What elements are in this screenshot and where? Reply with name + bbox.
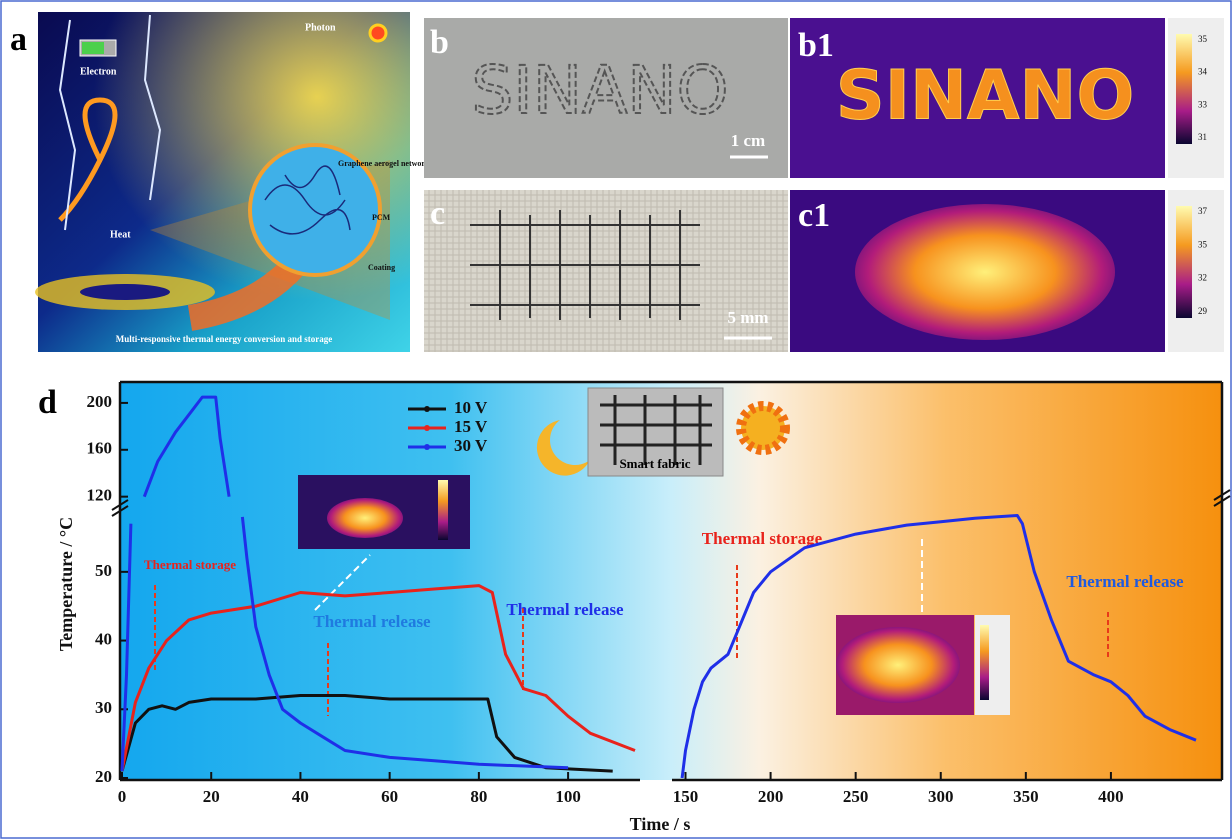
x-tick-label: 400 — [1098, 787, 1124, 806]
panel-label: b — [430, 24, 449, 61]
data-line — [120, 395, 569, 772]
colorbar-label: 35 — [1198, 239, 1208, 249]
x-tick-label: 60 — [381, 787, 398, 806]
x-tick-label: 40 — [292, 787, 309, 806]
annotation: Thermal release — [313, 612, 431, 631]
y-axis-label: Temperature / °C — [56, 517, 76, 651]
fabric-photo — [424, 190, 788, 352]
panel-label: c1 — [798, 197, 830, 234]
annotation: Thermal storage — [702, 529, 823, 548]
label: Electron — [80, 66, 117, 77]
thermal-image — [790, 18, 1165, 178]
data-line — [120, 584, 636, 772]
panel-label: a — [10, 21, 27, 58]
colorbar-label: 35 — [1198, 34, 1208, 44]
legend-marker — [424, 444, 430, 450]
colorbar — [1176, 34, 1192, 144]
sun-icon — [736, 401, 790, 455]
inset-colorbar — [980, 625, 989, 700]
x-tick-label: 350 — [1013, 787, 1039, 806]
scale-label: 5 mm — [727, 308, 768, 327]
panel-label: c — [430, 195, 445, 232]
x-tick-label: 300 — [928, 787, 954, 806]
thermal-inset-blob — [836, 627, 960, 703]
thermal-blob — [855, 204, 1115, 340]
colorbar-label: 29 — [1198, 306, 1208, 316]
scale-label: 1 cm — [731, 131, 765, 150]
y-tick-label: 200 — [87, 392, 113, 411]
panel-label: b1 — [798, 27, 834, 64]
x-tick-label: 100 — [555, 787, 581, 806]
label: Photon — [305, 22, 336, 33]
annotation: Thermal release — [1066, 572, 1184, 591]
panel-label: d — [38, 384, 57, 421]
x-tick-label: 200 — [758, 787, 784, 806]
y-tick-label: 120 — [87, 486, 113, 505]
label: PCM — [372, 213, 391, 222]
fabric-photo — [424, 18, 788, 178]
heat-coil — [58, 97, 118, 222]
legend-label: 15 V — [454, 417, 488, 436]
x-tick-label: 80 — [470, 787, 487, 806]
axis-break — [111, 489, 1231, 517]
lightning — [58, 14, 162, 231]
fabric-wires — [600, 395, 712, 465]
x-tick-label: 0 — [118, 787, 127, 806]
colorbar-label: 37 — [1198, 206, 1208, 216]
panel-a: a Photon Electron Heat Graphene aerogel … — [10, 12, 430, 352]
thermal-inset-blob — [327, 498, 403, 538]
panel-b1: SINANO b1 35 34 33 31 — [790, 18, 1224, 178]
legend-label: 30 V — [454, 436, 488, 455]
colorbar-label: 34 — [1198, 67, 1208, 77]
label: Coating — [368, 263, 395, 272]
colorbar-label: 32 — [1198, 273, 1207, 283]
y-tick-label: 40 — [95, 629, 112, 648]
x-tick-label: 150 — [673, 787, 699, 806]
legend-marker — [424, 406, 430, 412]
x-axis-label: Time / s — [630, 814, 691, 834]
colorbar — [1176, 206, 1192, 318]
dashed-arrow — [154, 565, 1109, 716]
axis — [118, 380, 1224, 782]
data-line — [120, 694, 613, 773]
thermal-text: SINANO — [836, 57, 1135, 136]
label: Graphene aerogel network — [338, 159, 430, 168]
panel-c1: c1 37 35 32 29 — [790, 190, 1224, 352]
annotation: Thermal release — [506, 600, 624, 619]
x-tick-label: 250 — [843, 787, 869, 806]
sun-icon — [368, 23, 388, 43]
legend-label: 10 V — [454, 398, 488, 417]
panel-b: SINANO b 1 cm — [424, 18, 788, 178]
particle — [248, 143, 382, 277]
battery-charge — [82, 42, 104, 54]
y-tick-label: 160 — [87, 439, 113, 458]
x-tick-label: 20 — [203, 787, 220, 806]
colorbar-label: 33 — [1198, 99, 1208, 109]
y-tick-label: 20 — [95, 767, 112, 786]
y-tick-label: 30 — [95, 698, 112, 717]
legend-marker — [424, 425, 430, 431]
stitched-wires — [470, 210, 700, 320]
inset-colorbar — [438, 480, 448, 540]
network-lines — [264, 165, 351, 235]
annotation: Smart fabric — [619, 456, 690, 471]
panel-d: d Smart fabric Thermal storage Thermal r… — [38, 380, 1231, 834]
colorbar-label: 31 — [1198, 132, 1207, 142]
label: Heat — [110, 229, 131, 240]
panel-c: c 5 mm — [424, 190, 788, 352]
hotplate-core — [80, 284, 170, 300]
dashed-arrow — [314, 554, 371, 611]
stitched-text: SINANO — [471, 52, 728, 129]
y-tick-label: 50 — [95, 561, 112, 580]
moon-icon — [536, 420, 590, 476]
data-line — [680, 514, 1197, 779]
annotation: Thermal storage — [144, 557, 236, 572]
caption: Multi-responsive thermal energy conversi… — [116, 334, 333, 344]
